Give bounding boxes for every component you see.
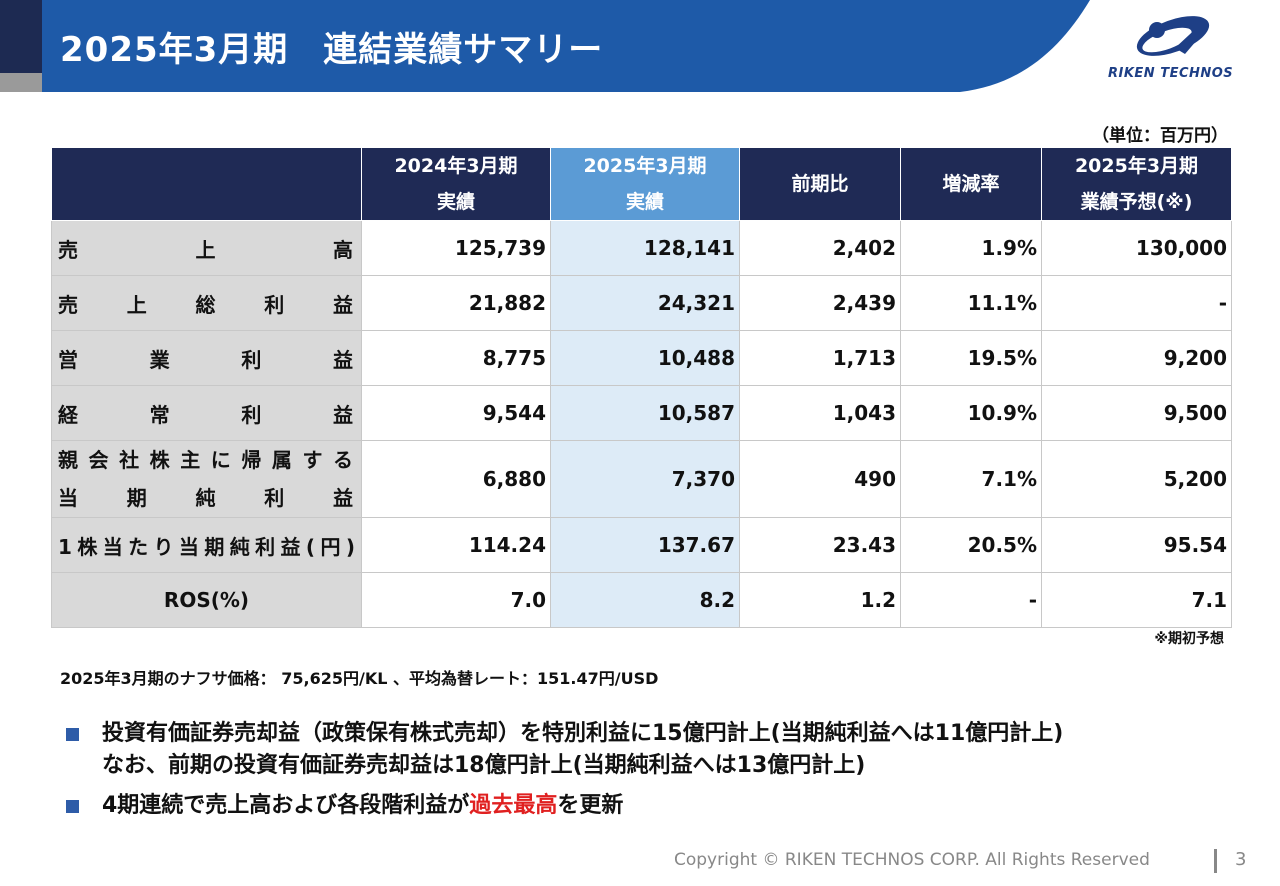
header-accent-dark bbox=[0, 0, 42, 73]
table-row: 1株当たり当期純利益(円) 114.24 137.67 23.43 20.5% … bbox=[51, 517, 1232, 573]
column-header-line1: 2025年3月期 bbox=[583, 155, 707, 177]
table-cell: 7.1 bbox=[1041, 572, 1232, 628]
table-cell: 114.24 bbox=[361, 517, 551, 573]
record-high-highlight: 過去最高 bbox=[469, 793, 558, 818]
column-header-line2: 実績 bbox=[625, 191, 664, 213]
row-label: 売上高 bbox=[51, 220, 362, 276]
table-corner-cell bbox=[51, 147, 362, 221]
column-header: 増減率 bbox=[900, 147, 1042, 221]
row-label: 1株当たり当期純利益(円) bbox=[51, 517, 362, 573]
table-row: 売上高 125,739 128,141 2,402 1.9% 130,000 bbox=[51, 220, 1232, 276]
row-label-line1: 親会社株主に帰属する bbox=[58, 448, 355, 472]
page-number: 3 bbox=[1235, 849, 1247, 870]
table-row: 親会社株主に帰属する 当期純利益 6,880 7,370 490 7.1% 5,… bbox=[51, 440, 1232, 518]
table-cell: 5,200 bbox=[1041, 440, 1232, 518]
table-cell: 125,739 bbox=[361, 220, 551, 276]
column-header: 2024年3月期 実績 bbox=[361, 147, 551, 221]
table-cell: - bbox=[900, 572, 1042, 628]
table-cell: 10.9% bbox=[900, 385, 1042, 441]
table-cell: 19.5% bbox=[900, 330, 1042, 386]
column-header-line1: 増減率 bbox=[942, 173, 1000, 195]
table-cell: 2,402 bbox=[739, 220, 901, 276]
table-cell: 137.67 bbox=[550, 517, 740, 573]
table-row: 売上総利益 21,882 24,321 2,439 11.1% - bbox=[51, 275, 1232, 331]
riken-technos-logo bbox=[1136, 16, 1210, 56]
table-cell: 8.2 bbox=[550, 572, 740, 628]
table-cell: 128,141 bbox=[550, 220, 740, 276]
bullet-text-line1: 投資有価証券売却益（政策保有株式売却）を特別利益に15億円計上(当期純利益へは1… bbox=[102, 721, 1064, 746]
column-header-line1: 2024年3月期 bbox=[394, 155, 518, 177]
table-cell: 6,880 bbox=[361, 440, 551, 518]
header-accent-gray bbox=[0, 73, 42, 92]
logo-wordmark: RIKEN TECHNOS bbox=[1108, 66, 1234, 81]
row-label: 経常利益 bbox=[51, 385, 362, 441]
footer-divider bbox=[1214, 849, 1217, 873]
table-cell: 9,200 bbox=[1041, 330, 1232, 386]
row-label-line2: 当期純利益 bbox=[58, 486, 355, 510]
table-cell: 10,488 bbox=[550, 330, 740, 386]
bullet-text-prefix: 4期連続で売上高および各段階利益が bbox=[102, 793, 470, 818]
table-cell: - bbox=[1041, 275, 1232, 331]
column-header-line2: 業績予想(※) bbox=[1080, 191, 1193, 213]
column-header-line1: 2025年3月期 bbox=[1074, 155, 1199, 177]
column-header-line2: 実績 bbox=[436, 191, 475, 213]
copyright-notice: Copyright © RIKEN TECHNOS CORP. All Righ… bbox=[674, 850, 1150, 870]
naphtha-price-note: 2025年3月期のナフサ価格： 75,625円/KL 、平均為替レート：151.… bbox=[60, 669, 659, 688]
table-cell: 490 bbox=[739, 440, 901, 518]
table-cell: 1.9% bbox=[900, 220, 1042, 276]
table-cell: 9,544 bbox=[361, 385, 551, 441]
table-row: 営業利益 8,775 10,488 1,713 19.5% 9,200 bbox=[51, 330, 1232, 386]
table-cell: 1.2 bbox=[739, 572, 901, 628]
header-band bbox=[0, 0, 1090, 92]
table-cell: 130,000 bbox=[1041, 220, 1232, 276]
table-cell: 7.1% bbox=[900, 440, 1042, 518]
table-row: 経常利益 9,544 10,587 1,043 10.9% 9,500 bbox=[51, 385, 1232, 441]
column-header-line1: 前期比 bbox=[791, 173, 849, 195]
page-title: 2025年3月期 連結業績サマリー bbox=[60, 30, 604, 70]
table-cell: 23.43 bbox=[739, 517, 901, 573]
bullet-text: 4期連続で売上高および各段階利益が過去最高を更新 bbox=[102, 790, 623, 822]
table-row: ROS(%) 7.0 8.2 1.2 - 7.1 bbox=[51, 572, 1232, 628]
bullet-text-line2: なお、前期の投資有価証券売却益は18億円計上(当期純利益へは13億円計上) bbox=[102, 753, 866, 778]
column-header-highlight: 2025年3月期 実績 bbox=[550, 147, 740, 221]
table-cell: 8,775 bbox=[361, 330, 551, 386]
table-cell: 21,882 bbox=[361, 275, 551, 331]
row-label: 営業利益 bbox=[51, 330, 362, 386]
table-cell: 2,439 bbox=[739, 275, 901, 331]
row-label: 売上総利益 bbox=[51, 275, 362, 331]
table-cell: 1,043 bbox=[739, 385, 901, 441]
table-cell: 1,713 bbox=[739, 330, 901, 386]
table-cell: 9,500 bbox=[1041, 385, 1232, 441]
column-header: 2025年3月期 業績予想(※) bbox=[1041, 147, 1232, 221]
financial-summary-table: 2024年3月期 実績 2025年3月期 実績 前期比 増減率 2025年3月期… bbox=[51, 147, 1232, 628]
table-cell: 95.54 bbox=[1041, 517, 1232, 573]
bullet-text-suffix: を更新 bbox=[557, 793, 624, 818]
bullet-square-icon bbox=[66, 800, 79, 813]
forecast-footnote: ※期初予想 bbox=[1154, 631, 1224, 647]
table-cell: 24,321 bbox=[550, 275, 740, 331]
table-cell: 10,587 bbox=[550, 385, 740, 441]
unit-label: （単位：百万円） bbox=[1092, 126, 1228, 146]
table-cell: 11.1% bbox=[900, 275, 1042, 331]
bullet-square-icon bbox=[66, 728, 79, 741]
row-label: ROS(%) bbox=[51, 572, 362, 628]
table-cell: 20.5% bbox=[900, 517, 1042, 573]
table-cell: 7,370 bbox=[550, 440, 740, 518]
table-cell: 7.0 bbox=[361, 572, 551, 628]
table-header-row: 2024年3月期 実績 2025年3月期 実績 前期比 増減率 2025年3月期… bbox=[51, 147, 1232, 221]
row-label: 親会社株主に帰属する 当期純利益 bbox=[51, 440, 362, 518]
column-header: 前期比 bbox=[739, 147, 901, 221]
